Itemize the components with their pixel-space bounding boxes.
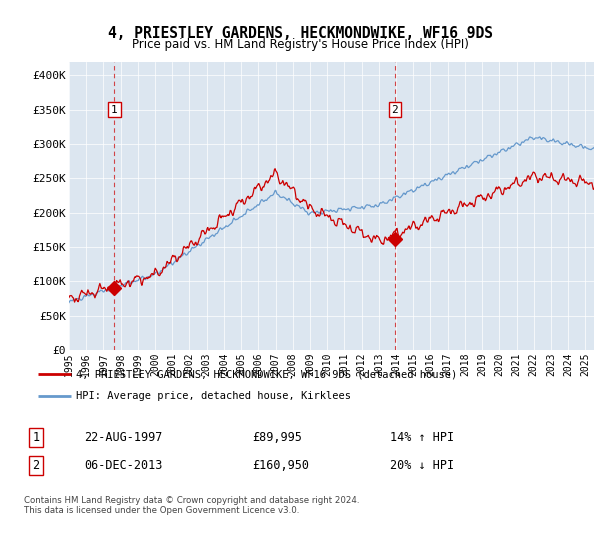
Text: 4, PRIESTLEY GARDENS, HECKMONDWIKE, WF16 9DS (detached house): 4, PRIESTLEY GARDENS, HECKMONDWIKE, WF16…: [76, 370, 458, 380]
Text: HPI: Average price, detached house, Kirklees: HPI: Average price, detached house, Kirk…: [76, 391, 352, 401]
Text: £89,995: £89,995: [252, 431, 302, 445]
Text: 14% ↑ HPI: 14% ↑ HPI: [390, 431, 454, 445]
Text: 1: 1: [111, 105, 118, 115]
Text: 06-DEC-2013: 06-DEC-2013: [84, 459, 163, 473]
Text: 1: 1: [32, 431, 40, 445]
Text: Price paid vs. HM Land Registry's House Price Index (HPI): Price paid vs. HM Land Registry's House …: [131, 38, 469, 52]
Text: 20% ↓ HPI: 20% ↓ HPI: [390, 459, 454, 473]
Text: 4, PRIESTLEY GARDENS, HECKMONDWIKE, WF16 9DS: 4, PRIESTLEY GARDENS, HECKMONDWIKE, WF16…: [107, 26, 493, 41]
Text: 2: 2: [391, 105, 398, 115]
Text: Contains HM Land Registry data © Crown copyright and database right 2024.
This d: Contains HM Land Registry data © Crown c…: [24, 496, 359, 515]
Text: £160,950: £160,950: [252, 459, 309, 473]
Text: 22-AUG-1997: 22-AUG-1997: [84, 431, 163, 445]
Text: 2: 2: [32, 459, 40, 473]
